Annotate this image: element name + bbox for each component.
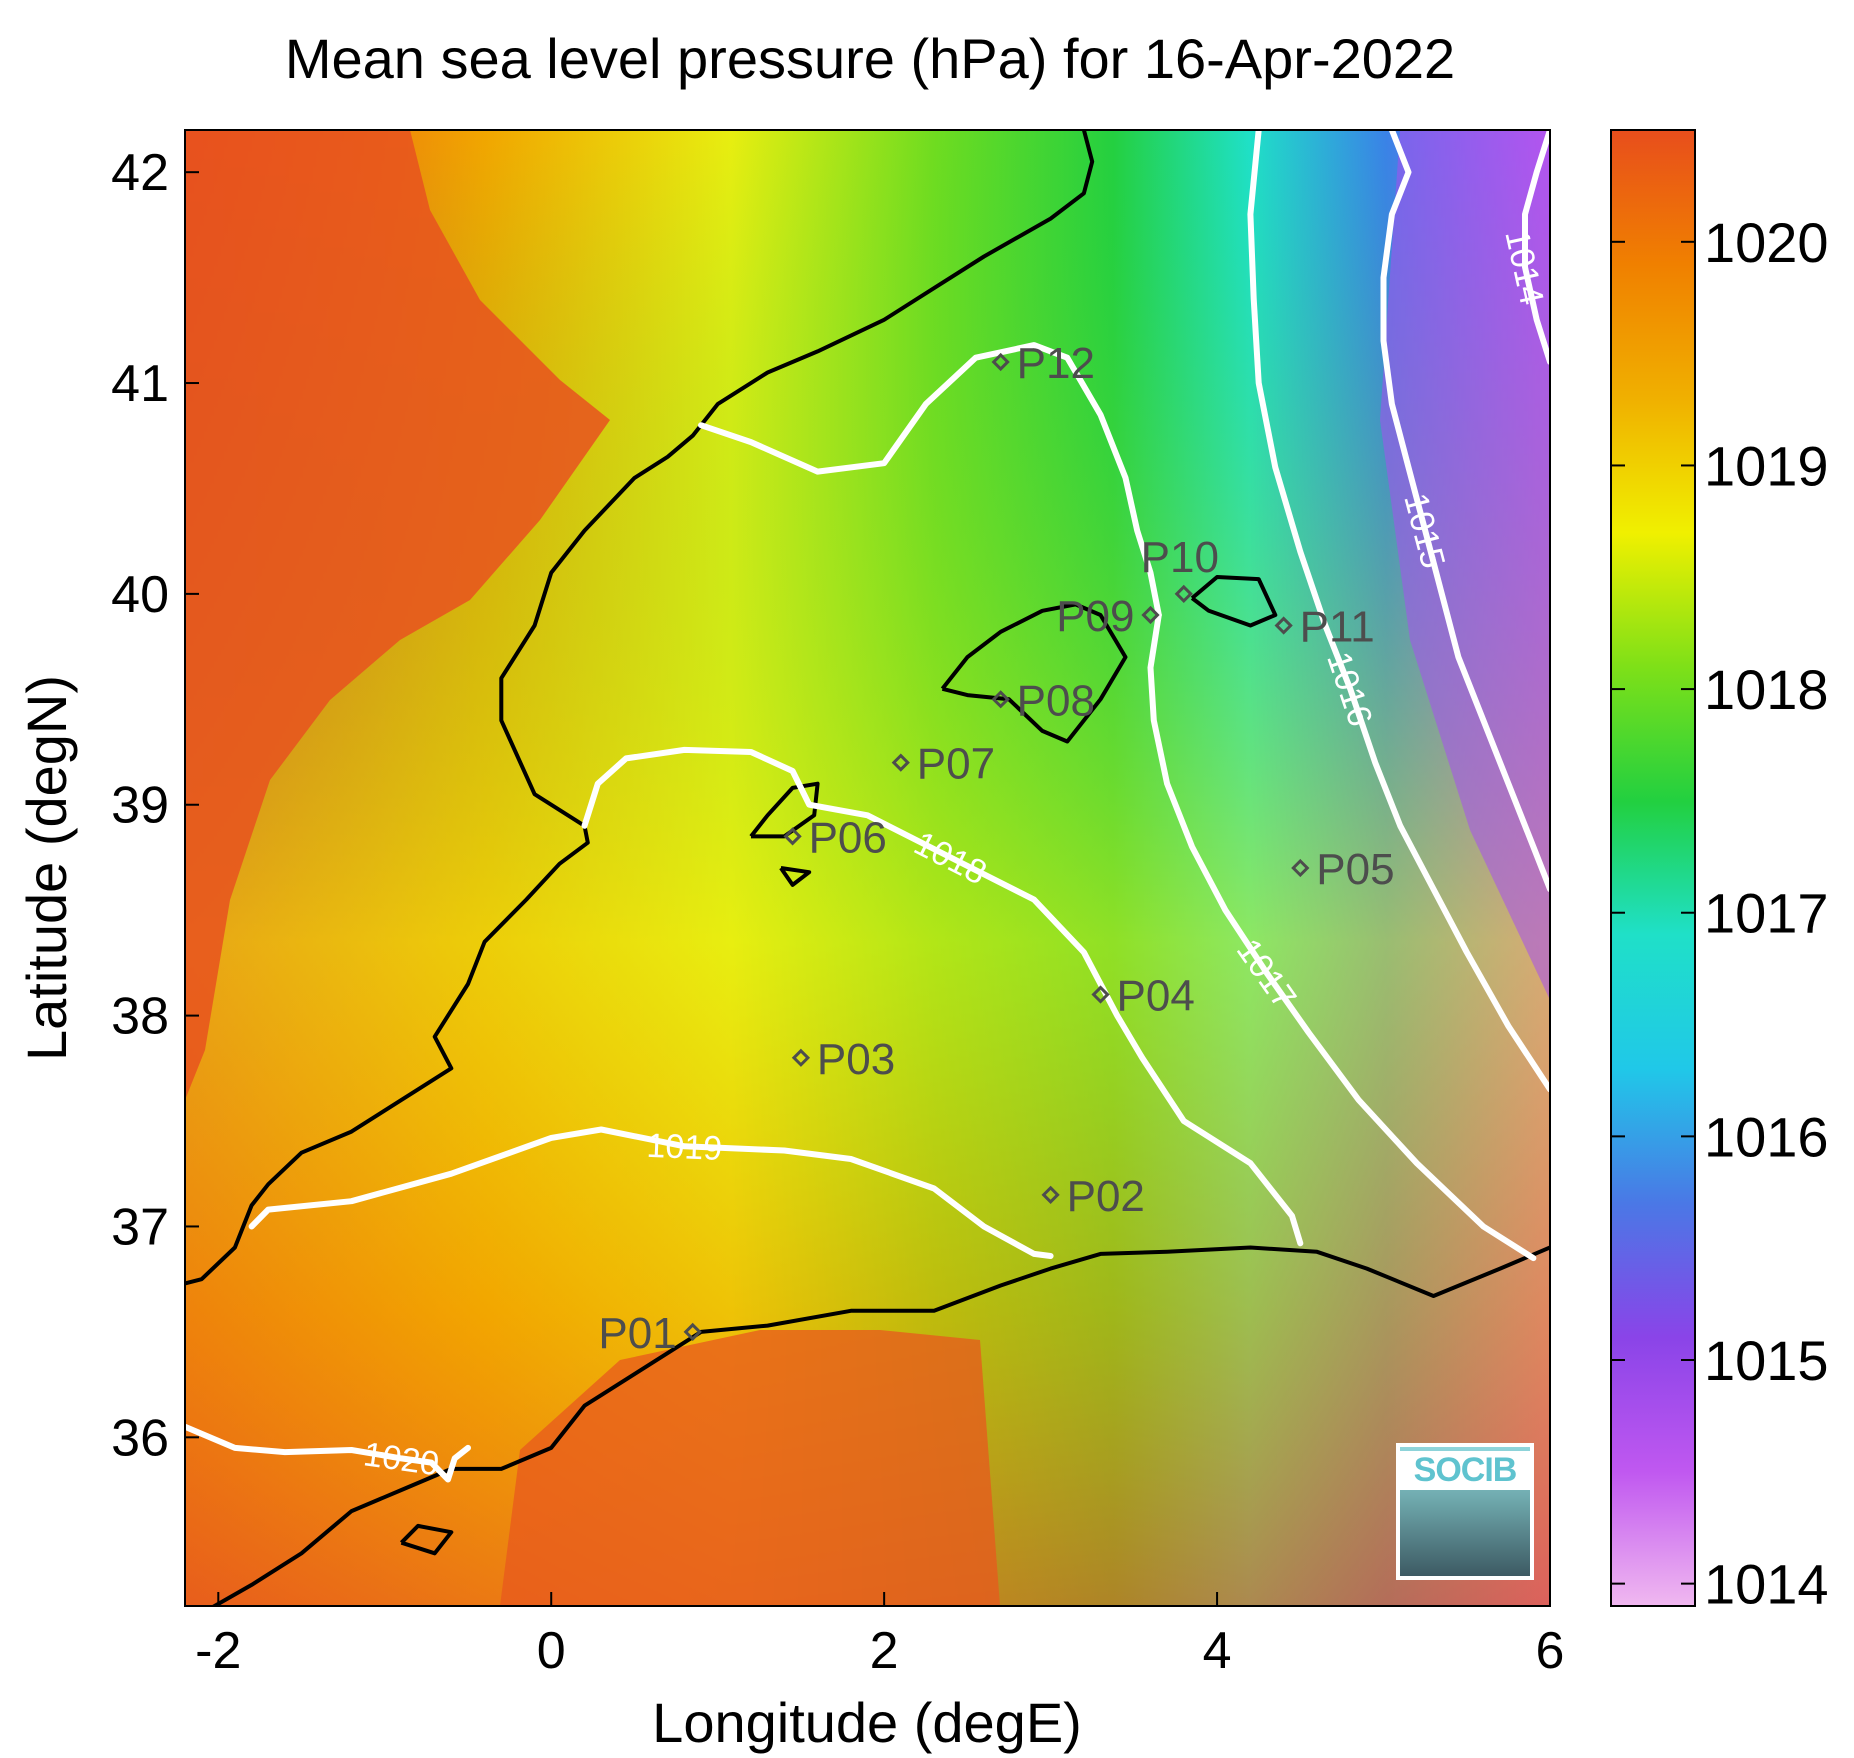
contour-line — [248, 1126, 1054, 1259]
station-label: P05 — [1316, 845, 1394, 894]
station-label: P06 — [809, 813, 887, 862]
map-title: Mean sea level pressure (hPa) for 16-Apr… — [284, 27, 1456, 90]
x-tick-label: -2 — [195, 1622, 241, 1680]
colorbar-tick-label: 1014 — [1704, 1553, 1829, 1616]
y-tick-label: 40 — [111, 566, 169, 624]
y-tick-label: 41 — [111, 355, 169, 413]
station-marker — [1274, 616, 1293, 635]
x-tick-label: 6 — [1536, 1622, 1565, 1680]
y-axis: 36 37 38 39 40 41 42 — [111, 144, 199, 1467]
y-tick-label: 37 — [111, 1198, 169, 1256]
colorbar: 1014 1015 1016 1017 1018 1019 1020 — [1610, 129, 1829, 1616]
colorbar-ticks: 1014 1015 1016 1017 1018 1019 1020 — [1611, 211, 1829, 1616]
y-tick-label: 42 — [111, 144, 169, 202]
coastline-menorca — [1190, 575, 1278, 628]
x-axis: -2 0 2 4 6 — [195, 1592, 1564, 1680]
coastline-formentera — [779, 866, 812, 887]
station-marker — [1174, 584, 1193, 604]
contour-line — [1247, 130, 1550, 1093]
plot-frame — [184, 129, 1551, 1607]
coastline-african-coast — [210, 1245, 1550, 1606]
station-label: P10 — [1141, 533, 1219, 582]
contour-line — [698, 342, 1162, 618]
station-label: P09 — [1056, 592, 1134, 641]
station-label: P08 — [1017, 676, 1095, 725]
x-tick-label: 4 — [1203, 1622, 1232, 1680]
colorbar-tick-label: 1017 — [1704, 882, 1829, 945]
contour-line — [1380, 130, 1550, 893]
station-label: P03 — [817, 1035, 895, 1084]
station-marker — [1291, 858, 1310, 878]
colorbar-tick-label: 1020 — [1704, 211, 1829, 274]
station-marker — [1041, 1185, 1060, 1204]
station-label: P01 — [598, 1309, 676, 1358]
y-tick-label: 36 — [111, 1409, 169, 1467]
contour-line — [185, 1423, 471, 1483]
station-label: P12 — [1017, 339, 1095, 388]
contour-line — [1522, 130, 1550, 365]
contour-label: 1019 — [646, 1127, 723, 1168]
station-marker — [991, 352, 1010, 372]
african-land — [500, 1330, 1000, 1606]
coastline-ibiza — [749, 781, 820, 839]
y-axis-label: Latitude (degN) — [15, 675, 78, 1061]
contour-line — [1147, 612, 1537, 1262]
y-tick-label: 39 — [111, 777, 169, 835]
station-marker — [783, 827, 802, 846]
coastline-alboran-island — [399, 1523, 454, 1556]
coastline-iberian-coast — [185, 130, 1095, 1286]
station-marker — [1141, 605, 1160, 625]
station-label: P04 — [1117, 972, 1195, 1021]
colorbar-tick-label: 1016 — [1704, 1105, 1829, 1168]
colorbar-tick-label: 1018 — [1704, 658, 1829, 721]
colorbar-tick-label: 1015 — [1704, 1329, 1829, 1392]
coastlines — [185, 130, 1550, 1606]
station-marker — [1091, 985, 1110, 1004]
socib-logo-text: SOCIB — [1400, 1451, 1530, 1490]
colorbar-tick-label: 1019 — [1704, 434, 1829, 497]
station-label: P02 — [1067, 1172, 1145, 1221]
colorbar-scale — [1610, 129, 1696, 1607]
x-axis-label: Longitude (degE) — [652, 1691, 1082, 1754]
station-label: P11 — [1300, 603, 1375, 652]
station-marker — [791, 1048, 811, 1067]
iberian-land-high-pressure — [185, 130, 610, 1100]
x-tick-label: 2 — [870, 1622, 899, 1680]
contour-line — [581, 746, 1304, 1247]
station-marker — [683, 1322, 702, 1342]
station-marker — [891, 753, 910, 772]
x-tick-label: 0 — [537, 1622, 566, 1680]
y-tick-label: 38 — [111, 988, 169, 1046]
socib-logo: SOCIB — [1396, 1443, 1534, 1580]
pressure-contours — [185, 130, 1550, 1483]
station-marker — [991, 690, 1010, 709]
station-label: P07 — [917, 740, 995, 789]
